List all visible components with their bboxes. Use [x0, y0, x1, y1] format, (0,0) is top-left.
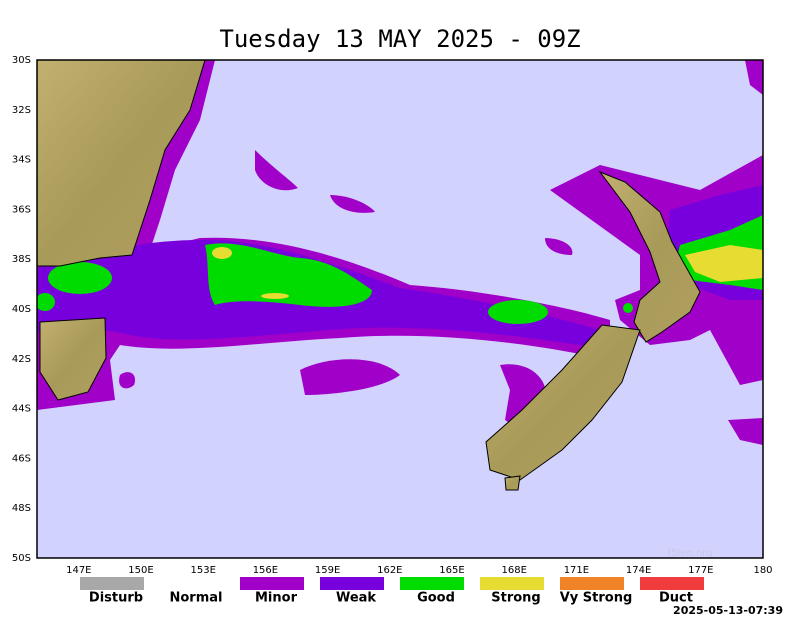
lon-label: 147E	[66, 565, 91, 576]
lon-label: 156E	[253, 565, 278, 576]
strong-region	[212, 245, 763, 299]
legend-swatch	[480, 577, 544, 590]
lat-label: 32S	[12, 105, 31, 116]
title: Tuesday 13 MAY 2025 - 09Z	[219, 25, 580, 53]
lat-label: 30S	[12, 55, 31, 66]
legend-label: Weak	[336, 591, 376, 606]
lat-label: 34S	[12, 155, 31, 166]
watermark: f5len.org	[668, 548, 713, 559]
lat-label: 40S	[12, 304, 31, 315]
lon-label: 168E	[501, 565, 526, 576]
lon-label: 174E	[626, 565, 651, 576]
legend-label: Minor	[255, 591, 298, 606]
lon-labels: 147E 150E 153E 156E 159E 162E 165E 168E 171E 174E…	[66, 565, 772, 576]
lon-label: 171E	[564, 565, 589, 576]
legend: Disturb Normal Minor Weak Good Strong Vy Stron…	[80, 577, 704, 606]
map: f5len.org	[37, 60, 763, 559]
lat-label: 36S	[12, 204, 31, 215]
legend-label: Disturb	[89, 591, 143, 606]
lat-label: 46S	[12, 453, 31, 464]
land	[37, 60, 701, 491]
legend-swatch	[560, 577, 624, 590]
legend-swatch	[320, 577, 384, 590]
legend-swatch	[640, 577, 704, 590]
lon-label: 159E	[315, 565, 340, 576]
lon-label: 177E	[688, 565, 713, 576]
legend-swatch	[240, 577, 304, 590]
lat-label: 50S	[12, 553, 31, 564]
lat-labels: 30S 32S 34S 36S 38S 40S 42S 44S 46S 48S 50S	[12, 55, 31, 564]
legend-label: Good	[417, 591, 455, 606]
timestamp: 2025-05-13-07:39	[673, 604, 783, 617]
legend-label: Vy Strong	[560, 591, 633, 606]
lon-label: 165E	[439, 565, 464, 576]
lat-label: 38S	[12, 254, 31, 265]
lon-label: 150E	[128, 565, 153, 576]
legend-swatch	[400, 577, 464, 590]
lat-label: 42S	[12, 354, 31, 365]
lon-label: 153E	[190, 565, 215, 576]
legend-label: Strong	[491, 591, 540, 606]
legend-label: Duct	[659, 591, 693, 606]
lat-label: 44S	[12, 404, 31, 415]
legend-label: Normal	[170, 591, 223, 606]
map-frame	[36, 59, 764, 559]
lon-label: 180	[753, 565, 772, 576]
legend-swatch	[80, 577, 144, 590]
lon-label: 162E	[377, 565, 402, 576]
lat-label: 48S	[12, 503, 31, 514]
